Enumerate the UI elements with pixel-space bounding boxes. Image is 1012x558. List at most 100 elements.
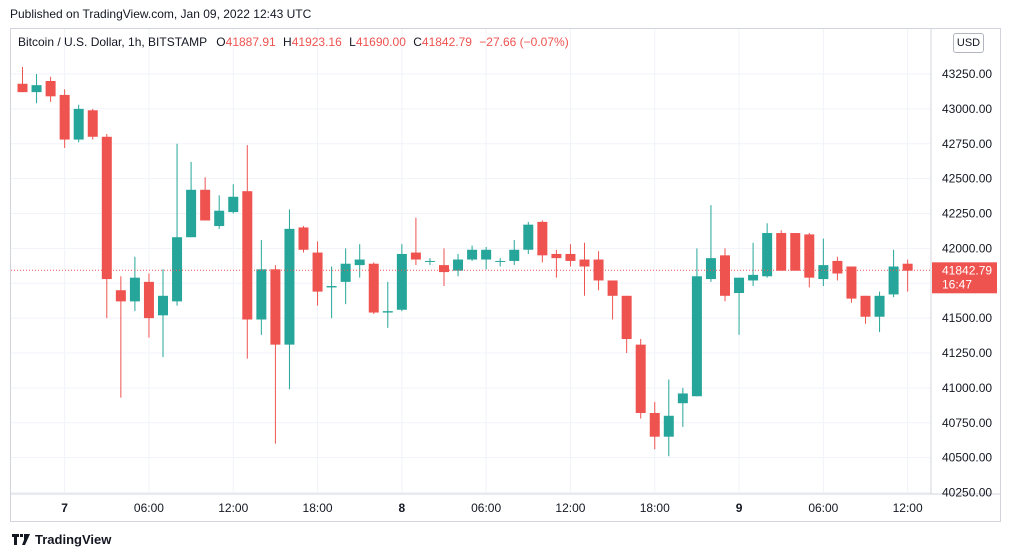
- price-axis[interactable]: 43250.00 43000.00 42750.00 42500.00 42250.00…: [942, 67, 992, 500]
- time-tick-label: 12:00: [555, 501, 585, 515]
- candle-body: [467, 249, 478, 260]
- price-tick-label: 42250.00: [942, 207, 992, 221]
- candle-body: [298, 227, 309, 250]
- time-tick-label: 06:00: [134, 501, 164, 515]
- high-label: H: [283, 35, 292, 49]
- candle: [705, 205, 716, 282]
- candle: [762, 223, 773, 278]
- candle-body: [846, 266, 857, 299]
- grid-lines: [11, 29, 930, 493]
- candle-body: [677, 393, 688, 404]
- footer-brand[interactable]: TradingView: [12, 532, 111, 547]
- candle: [649, 401, 660, 450]
- candle-body: [354, 259, 365, 266]
- candle-body: [705, 258, 716, 280]
- candle: [874, 291, 885, 333]
- candle-body: [790, 233, 801, 271]
- candle-body: [537, 221, 548, 256]
- candle: [45, 76, 56, 102]
- candle: [256, 240, 267, 335]
- time-tick-label: 06:00: [471, 501, 501, 515]
- price-tick-label: 40750.00: [942, 416, 992, 430]
- candle: [284, 209, 295, 390]
- candle: [790, 233, 801, 271]
- candle: [495, 258, 506, 267]
- brand-name: TradingView: [35, 532, 112, 547]
- price-tick-label: 42000.00: [942, 241, 992, 255]
- candle-body: [172, 237, 183, 302]
- candle: [720, 248, 730, 302]
- candle-body: [860, 295, 871, 317]
- candle: [593, 251, 604, 291]
- candle: [481, 246, 492, 270]
- tradingview-logo-icon: [12, 534, 30, 545]
- open-label: O: [216, 35, 226, 49]
- candle-body: [115, 290, 126, 302]
- candle: [860, 295, 871, 324]
- candle-body: [565, 253, 576, 261]
- candle-body: [396, 253, 407, 310]
- candle: [242, 145, 253, 359]
- candle-body: [649, 412, 660, 437]
- candle: [172, 143, 183, 306]
- candle: [101, 133, 112, 319]
- candle: [410, 217, 421, 266]
- time-tick-label: 12:00: [218, 501, 248, 515]
- candle: [312, 241, 323, 306]
- candle-body: [59, 94, 70, 140]
- candle-body: [410, 252, 421, 260]
- candle-body: [832, 260, 843, 274]
- candle-body: [143, 281, 154, 319]
- candle-body: [87, 110, 98, 137]
- candle-body: [593, 259, 604, 281]
- candle-body: [762, 233, 773, 277]
- chart-frame: [10, 28, 1001, 522]
- candle: [340, 248, 351, 305]
- candle-body: [284, 228, 295, 345]
- candle: [818, 238, 829, 287]
- candle-body: [818, 265, 829, 280]
- candle-body: [382, 311, 393, 313]
- candle-body: [663, 415, 674, 437]
- candle: [565, 244, 576, 267]
- price-tick-label: 40250.00: [942, 486, 992, 500]
- candle-body: [720, 255, 730, 296]
- candle: [832, 256, 843, 281]
- symbol-title[interactable]: Bitcoin / U.S. Dollar, 1h, BITSTAMP: [18, 35, 207, 49]
- candle: [228, 184, 239, 214]
- close-value: 41842.79: [421, 35, 472, 49]
- candle: [17, 67, 28, 93]
- candle: [902, 259, 913, 292]
- candle: [73, 104, 84, 143]
- low-value: 41690.00: [355, 35, 406, 49]
- candle-body: [607, 280, 618, 296]
- candle-body: [424, 260, 435, 262]
- candle-body: [158, 295, 168, 316]
- candle: [579, 242, 590, 296]
- time-tick-label: 9: [736, 501, 743, 515]
- candle-body: [242, 191, 253, 320]
- time-tick-label: 18:00: [303, 501, 333, 515]
- currency-button[interactable]: USD: [953, 33, 984, 53]
- price-tick-label: 42750.00: [942, 137, 992, 151]
- candle-body: [45, 80, 56, 97]
- candle: [677, 387, 688, 427]
- candle-body: [17, 83, 28, 93]
- candle-body: [186, 189, 197, 238]
- candle: [326, 266, 337, 319]
- price-tick-label: 43000.00: [942, 102, 992, 116]
- candle: [87, 108, 98, 140]
- candle-body: [551, 253, 562, 259]
- candle-body: [129, 277, 140, 302]
- candle: [523, 221, 534, 254]
- candle-body: [270, 269, 281, 345]
- open-value: 41887.91: [225, 35, 276, 49]
- price-tick-label: 40500.00: [942, 451, 992, 465]
- candle: [31, 74, 42, 104]
- time-axis[interactable]: 7 06:00 12:00 18:00 8 06:00 12:00 18:00 9 06:00 12…: [61, 501, 923, 515]
- candle-body: [495, 260, 506, 262]
- candle: [424, 258, 435, 266]
- candle: [467, 245, 478, 261]
- candle-body: [73, 108, 84, 140]
